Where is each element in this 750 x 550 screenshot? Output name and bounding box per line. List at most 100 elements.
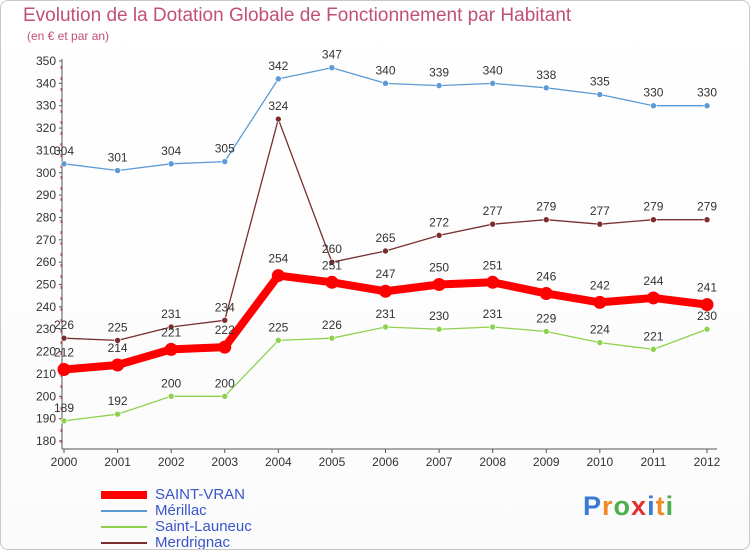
logo-letter: x bbox=[631, 491, 648, 521]
data-label-saint-vran: 251 bbox=[322, 258, 342, 272]
y-tick-label: 270 bbox=[36, 233, 56, 247]
data-point-merdrignac bbox=[221, 316, 229, 324]
data-point-m-rillac bbox=[114, 167, 121, 174]
data-point-merdrignac bbox=[382, 247, 389, 255]
data-label-m-rillac: 335 bbox=[590, 75, 610, 89]
data-label-saint-launeuc: 200 bbox=[215, 376, 235, 390]
y-tick-label: 250 bbox=[36, 278, 56, 292]
y-tick-label: 210 bbox=[36, 367, 56, 381]
y-tick-label: 180 bbox=[36, 434, 56, 448]
x-tick-label: 2001 bbox=[104, 455, 131, 469]
x-tick-label: 2010 bbox=[586, 455, 613, 469]
data-point-saint-vran bbox=[271, 269, 285, 283]
data-label-merdrignac: 265 bbox=[375, 231, 395, 245]
data-label-saint-launeuc: 200 bbox=[161, 376, 181, 390]
data-label-saint-vran: 222 bbox=[215, 323, 235, 337]
logo-letter: r bbox=[602, 491, 614, 521]
data-point-saint-launeuc bbox=[382, 323, 389, 331]
data-point-m-rillac bbox=[167, 160, 175, 168]
legend-swatch-m-rillac bbox=[101, 510, 147, 512]
data-label-merdrignac: 272 bbox=[429, 215, 449, 229]
data-point-merdrignac bbox=[596, 220, 604, 228]
y-tick-label: 290 bbox=[36, 188, 56, 202]
y-tick-label: 310 bbox=[36, 143, 56, 157]
data-point-merdrignac bbox=[542, 216, 550, 224]
x-tick-label: 2000 bbox=[51, 455, 78, 469]
data-point-saint-launeuc bbox=[542, 328, 550, 335]
data-label-m-rillac: 305 bbox=[215, 142, 235, 156]
data-point-saint-launeuc bbox=[328, 334, 336, 342]
data-label-saint-launeuc: 192 bbox=[108, 394, 128, 408]
data-label-saint-vran: 254 bbox=[268, 252, 288, 266]
data-point-saint-launeuc bbox=[489, 323, 496, 331]
data-point-m-rillac bbox=[703, 102, 711, 110]
x-tick-label: 2003 bbox=[211, 455, 238, 469]
legend-item-merdrignac: Merdrignac bbox=[101, 534, 252, 550]
data-point-saint-launeuc bbox=[275, 337, 282, 344]
data-label-saint-vran: 250 bbox=[429, 261, 449, 275]
data-label-saint-launeuc: 231 bbox=[483, 307, 503, 321]
data-point-saint-vran bbox=[325, 275, 339, 289]
data-label-merdrignac: 277 bbox=[590, 204, 610, 218]
data-label-saint-vran: 246 bbox=[536, 269, 556, 283]
data-label-m-rillac: 338 bbox=[536, 68, 556, 82]
logo-letter: t bbox=[655, 491, 666, 521]
x-tick-label: 2009 bbox=[533, 455, 560, 469]
data-point-m-rillac bbox=[489, 80, 496, 87]
data-label-merdrignac: 225 bbox=[108, 320, 128, 334]
data-label-saint-launeuc: 221 bbox=[643, 329, 663, 343]
data-label-merdrignac: 226 bbox=[54, 318, 74, 332]
y-tick-label: 240 bbox=[36, 300, 56, 314]
data-label-merdrignac: 279 bbox=[643, 200, 663, 214]
x-tick-label: 2002 bbox=[158, 455, 185, 469]
data-label-m-rillac: 304 bbox=[54, 144, 74, 158]
proxiti-logo: Proxiti bbox=[583, 491, 674, 522]
data-label-m-rillac: 330 bbox=[643, 86, 663, 100]
data-point-m-rillac bbox=[435, 82, 443, 89]
logo-letter: i bbox=[665, 491, 675, 521]
data-point-m-rillac bbox=[60, 160, 68, 168]
legend-label-merdrignac: Merdrignac bbox=[155, 534, 231, 550]
series-layer bbox=[57, 64, 714, 425]
data-point-merdrignac bbox=[167, 323, 175, 331]
data-point-saint-vran bbox=[646, 291, 660, 305]
data-point-saint-vran bbox=[432, 278, 446, 292]
data-point-merdrignac bbox=[435, 232, 443, 239]
data-point-saint-launeuc bbox=[114, 410, 121, 418]
data-label-m-rillac: 301 bbox=[108, 151, 128, 165]
data-point-saint-launeuc bbox=[435, 325, 443, 333]
legend-label-m-rillac: Mérillac bbox=[155, 502, 207, 519]
x-tick-label: 2012 bbox=[694, 455, 721, 469]
data-label-m-rillac: 304 bbox=[161, 144, 181, 158]
data-point-merdrignac bbox=[114, 337, 121, 344]
data-point-m-rillac bbox=[221, 158, 229, 165]
data-point-saint-launeuc bbox=[596, 339, 604, 346]
data-point-merdrignac bbox=[650, 216, 657, 224]
y-tick-label: 330 bbox=[36, 99, 56, 113]
data-label-saint-vran: 247 bbox=[375, 267, 395, 281]
data-point-saint-launeuc bbox=[167, 392, 175, 400]
data-label-saint-launeuc: 226 bbox=[322, 318, 342, 332]
data-point-m-rillac bbox=[275, 75, 282, 83]
data-point-saint-vran bbox=[111, 358, 125, 372]
data-labels-layer: 304 301 304 305 342 347 340 339 340 338 335 330 330 2… bbox=[54, 48, 717, 415]
y-tick-label: 230 bbox=[36, 322, 56, 336]
data-label-merdrignac: 324 bbox=[268, 99, 288, 113]
data-point-saint-vran bbox=[593, 295, 607, 309]
data-point-saint-launeuc bbox=[703, 325, 711, 333]
x-tick-label: 2008 bbox=[479, 455, 506, 469]
y-tick-label: 220 bbox=[36, 345, 56, 359]
data-label-saint-launeuc: 231 bbox=[375, 307, 395, 321]
y-tick-label: 300 bbox=[36, 166, 56, 180]
data-label-saint-vran: 214 bbox=[108, 341, 128, 355]
data-point-saint-launeuc bbox=[650, 346, 657, 353]
data-point-saint-vran bbox=[164, 342, 178, 356]
data-label-merdrignac: 234 bbox=[215, 300, 235, 314]
x-tick-label: 2005 bbox=[319, 455, 346, 469]
y-tick-label: 350 bbox=[36, 54, 56, 68]
data-point-merdrignac bbox=[489, 220, 496, 228]
data-point-m-rillac bbox=[328, 64, 336, 72]
data-point-m-rillac bbox=[596, 91, 604, 98]
data-label-saint-vran: 244 bbox=[643, 274, 663, 288]
